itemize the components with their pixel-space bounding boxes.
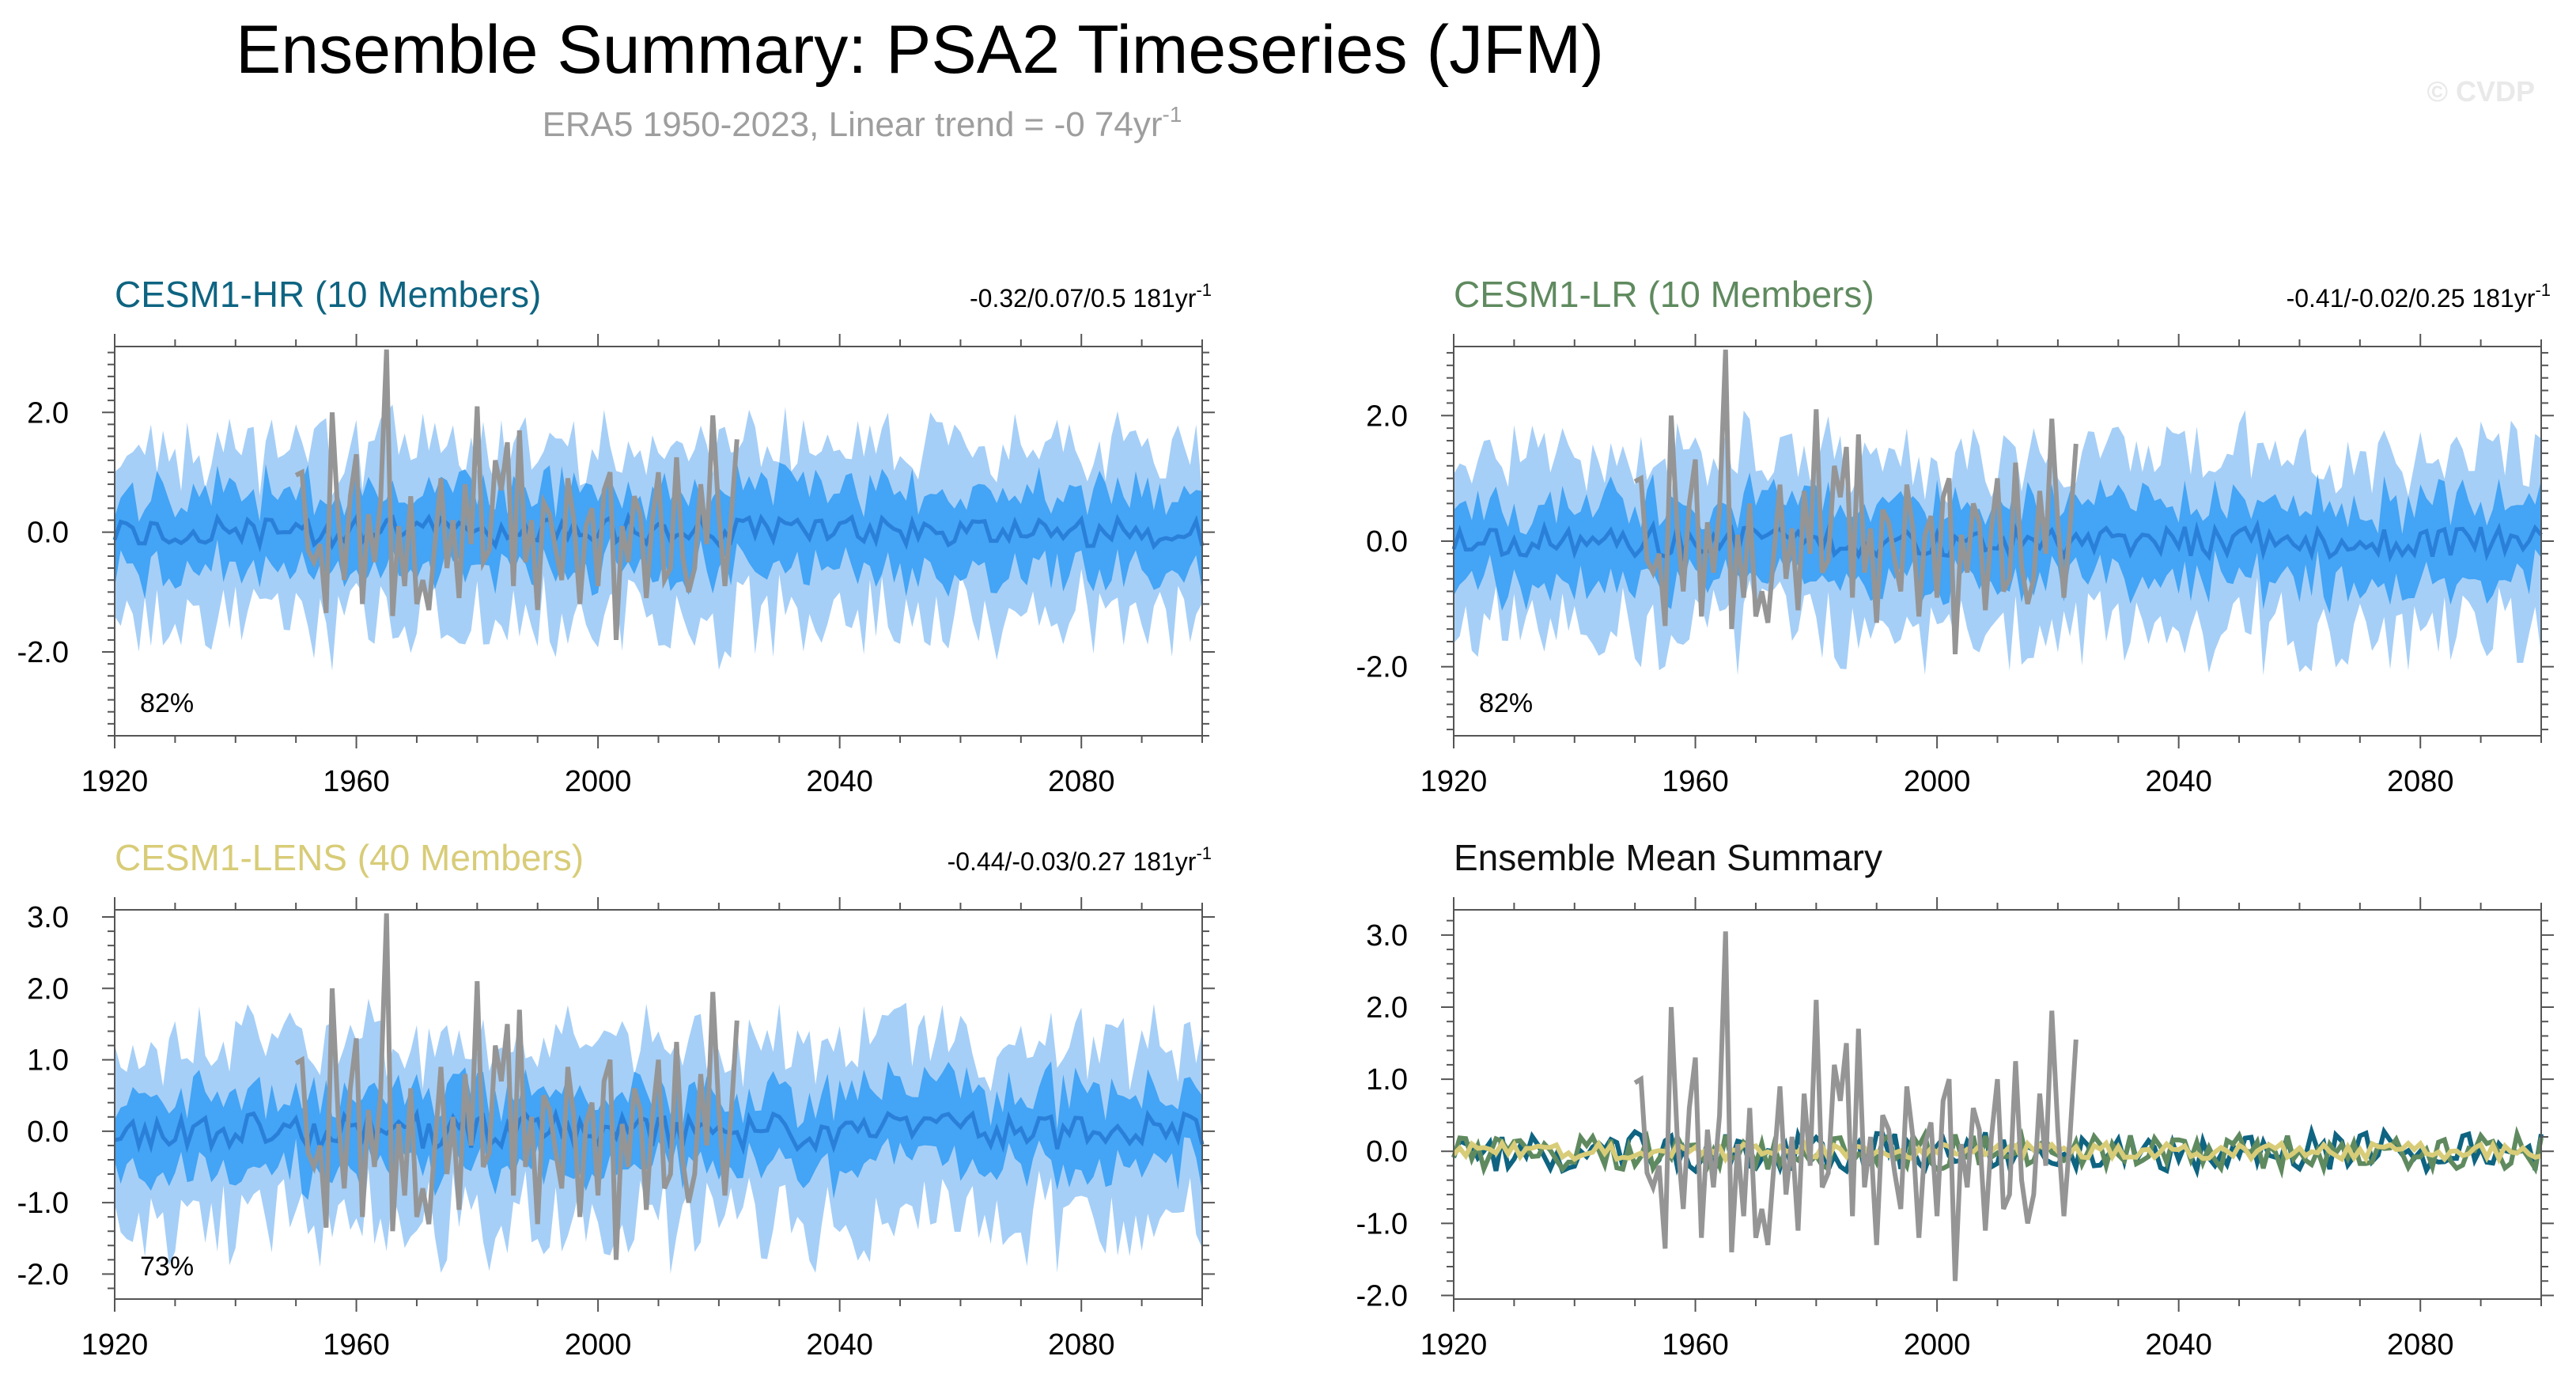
y-tick-label: -1.0 xyxy=(1356,1207,1408,1241)
panel-cesm1-lens: CESM1-LENS (40 Members) -0.44/-0.03/0.27 … xyxy=(17,837,1215,1362)
trend-value: -0.44/-0.03/0.27 181yr xyxy=(948,847,1197,876)
inner-spread-band xyxy=(115,462,1202,599)
inner-spread-band xyxy=(1454,472,2541,614)
x-tick-label: 2000 xyxy=(1904,1328,1971,1362)
x-tick-label: 2080 xyxy=(2387,1328,2454,1362)
x-tick-label: 2080 xyxy=(1048,765,1115,798)
panel-cesm1-lr: CESM1-LR (10 Members) -0.41/-0.02/0.25 18… xyxy=(1356,274,2554,798)
ensemble-mean-line xyxy=(114,1108,1205,1156)
y-tick-label: 2.0 xyxy=(27,972,69,1006)
x-tick-label: 2040 xyxy=(806,765,873,798)
trend-value: -0.41/-0.02/0.25 181yr xyxy=(2287,284,2536,313)
panel-ensemble-mean-summary: Ensemble Mean Summary 1920 1960 2000 2040 208… xyxy=(1356,837,2554,1362)
percent-label: 82% xyxy=(1479,688,1533,718)
subtitle-superscript: -1 xyxy=(1163,102,1182,127)
figure-subtitle: ERA5 1950-2023, Linear trend = -0 74yr-1 xyxy=(543,102,1182,144)
y-tick-label: -2.0 xyxy=(1356,1279,1408,1313)
y-tick-label: -1.0 xyxy=(17,1187,69,1220)
panel-title: CESM1-HR (10 Members) xyxy=(115,274,541,315)
y-tick-label: 0.0 xyxy=(1366,1135,1408,1169)
y-tick-label: 2.0 xyxy=(1366,400,1408,433)
x-tick-label: 2040 xyxy=(2145,765,2212,798)
trend-superscript: -1 xyxy=(1196,843,1212,863)
ensemble-mean-line-cesm1-lr-mean xyxy=(1451,1125,2544,1179)
ensemble-mean-line-cesm1-hr-mean xyxy=(1451,1123,2544,1179)
cvdp-watermark: © CVDP xyxy=(2427,75,2535,108)
trend-label: -0.44/-0.03/0.27 181yr-1 xyxy=(948,843,1212,876)
trend-superscript: -1 xyxy=(1196,280,1212,300)
y-tick-label: 3.0 xyxy=(1366,919,1408,953)
x-tick-label: 2040 xyxy=(2145,1328,2212,1362)
y-tick-label: 0.0 xyxy=(27,517,69,550)
x-tick-label: 1920 xyxy=(1420,1328,1488,1362)
trend-label: -0.32/0.07/0.5 181yr-1 xyxy=(970,280,1212,313)
x-tick-label: 1960 xyxy=(323,765,390,798)
trend-superscript: -1 xyxy=(2535,280,2551,300)
panel-cesm1-hr: CESM1-HR (10 Members) -0.32/0.07/0.5 181y… xyxy=(17,274,1215,798)
y-tick-label: -2.0 xyxy=(1356,651,1408,684)
era5-observed-line xyxy=(294,349,740,641)
ensemble-mean-line-cesm1-lens-mean xyxy=(1451,1138,2542,1165)
x-tick-label: 1920 xyxy=(1420,765,1488,798)
ensemble-mean-line xyxy=(1451,519,2543,563)
x-tick-label: 1920 xyxy=(81,765,149,798)
panel-title: Ensemble Mean Summary xyxy=(1454,837,1882,878)
y-tick-label: 1.0 xyxy=(27,1044,69,1078)
percent-label: 82% xyxy=(140,688,194,718)
ensemble-mean-line xyxy=(112,511,1205,553)
subtitle-text: ERA5 1950-2023, Linear trend = -0 74yr xyxy=(543,105,1163,144)
y-tick-label: -2.0 xyxy=(17,636,69,669)
y-tick-label: 2.0 xyxy=(27,396,69,430)
y-tick-label: -2.0 xyxy=(17,1258,69,1291)
percent-label: 73% xyxy=(140,1252,194,1282)
inner-spread-band xyxy=(115,1061,1202,1200)
y-tick-label: 0.0 xyxy=(1366,525,1408,559)
x-tick-label: 2000 xyxy=(1904,765,1971,798)
x-tick-label: 2080 xyxy=(1048,1328,1115,1362)
x-tick-label: 2000 xyxy=(565,765,632,798)
era5-observed-line xyxy=(1633,931,2079,1282)
y-tick-label: 3.0 xyxy=(27,901,69,934)
x-tick-label: 2040 xyxy=(806,1328,873,1362)
y-tick-label: 2.0 xyxy=(1366,991,1408,1025)
y-tick-label: 1.0 xyxy=(1366,1063,1408,1097)
x-tick-label: 2000 xyxy=(565,1328,632,1362)
panel-title: CESM1-LENS (40 Members) xyxy=(115,837,584,878)
era5-observed-line xyxy=(294,913,740,1260)
y-tick-label: 0.0 xyxy=(27,1116,69,1149)
trend-value: -0.32/0.07/0.5 181yr xyxy=(970,284,1197,313)
x-tick-label: 1960 xyxy=(323,1328,390,1362)
figure-title: Ensemble Summary: PSA2 Timeseries (JFM) xyxy=(236,12,1604,88)
x-tick-label: 1960 xyxy=(1662,765,1729,798)
x-tick-label: 1960 xyxy=(1662,1328,1729,1362)
panel-title: CESM1-LR (10 Members) xyxy=(1454,274,1874,315)
x-tick-label: 2080 xyxy=(2387,765,2454,798)
x-tick-label: 1920 xyxy=(81,1328,149,1362)
era5-observed-line xyxy=(1633,349,2079,654)
trend-label: -0.41/-0.02/0.25 181yr-1 xyxy=(2287,280,2551,313)
